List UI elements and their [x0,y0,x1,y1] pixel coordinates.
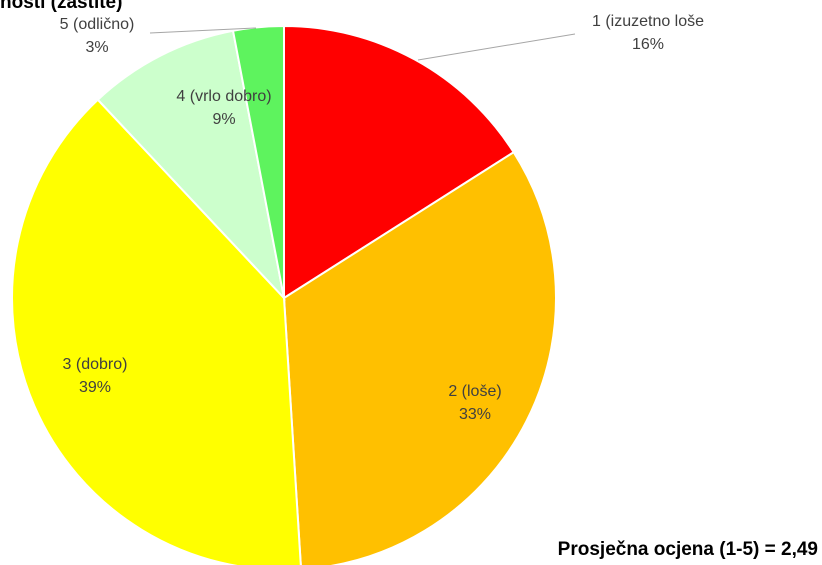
chart-title: nosti (zaštite) [0,0,122,13]
pie-slice [231,24,285,299]
slice-label: 2 (loše) [448,383,501,400]
leader-line [417,33,576,61]
pie [11,24,557,565]
pie-slice [96,29,286,302]
value-label: 3% [85,39,108,56]
slice-label: 1 (izuzetno loše [592,13,704,30]
slice-label: 5 (odlično) [60,16,135,33]
value-label: 16% [632,36,664,53]
pie-slice [283,24,516,300]
slice-label: 4 (vrlo dobro) [176,88,271,105]
leader-line [149,27,257,34]
pie-slice [11,98,302,565]
value-label: 39% [79,379,111,396]
value-label: 9% [212,111,235,128]
pie-slice [282,150,557,565]
slice-label: 3 (dobro) [63,356,128,373]
annotation: Prosječna ocjena (1-5) = 2,49 [558,539,818,560]
value-label: 33% [459,406,491,423]
